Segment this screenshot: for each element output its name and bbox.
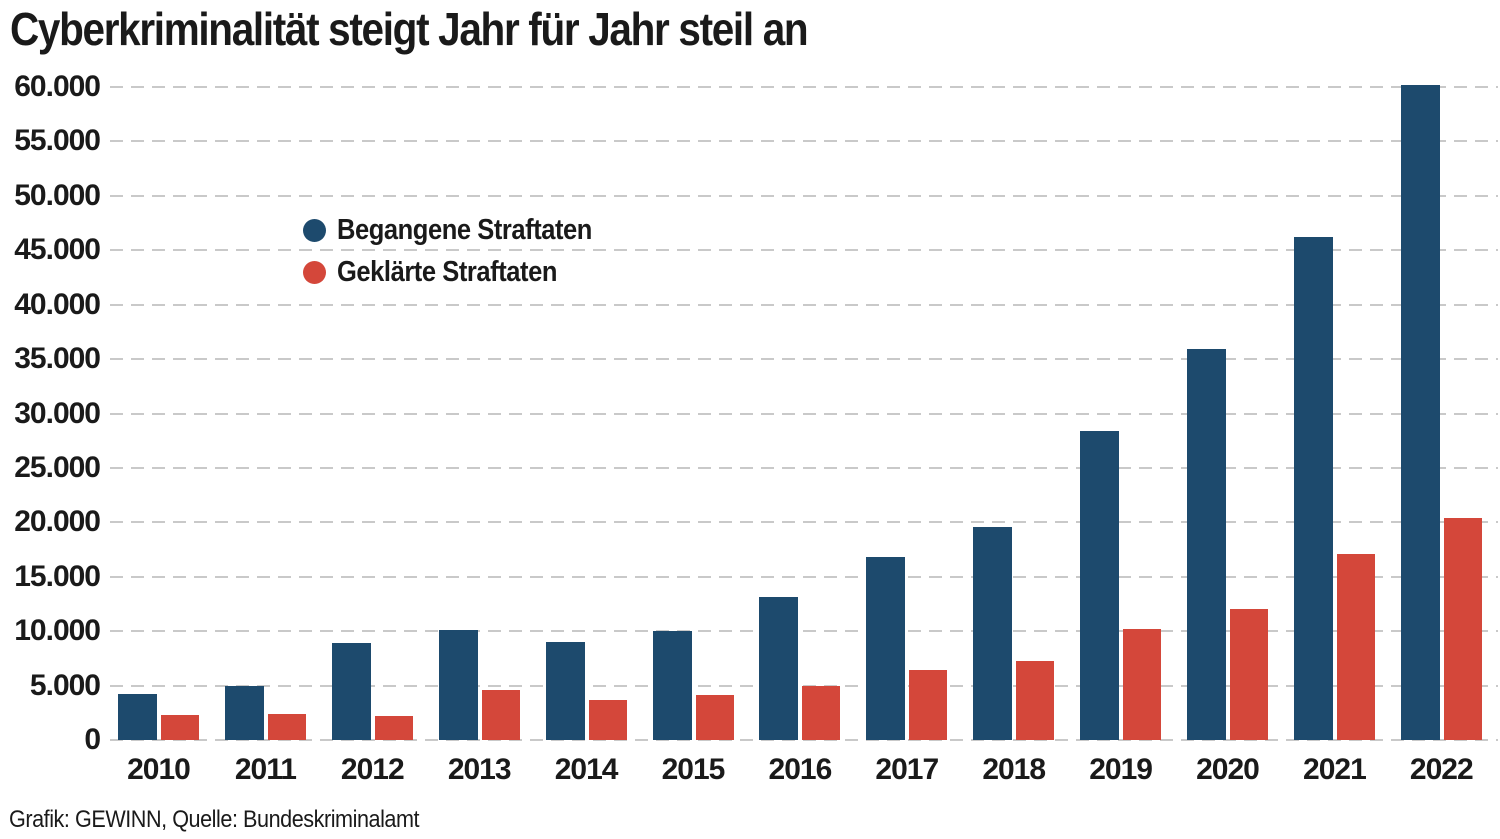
gridline-15.000 xyxy=(110,575,1498,578)
x-tick-label-2021: 2021 xyxy=(1303,753,1367,786)
y-tick-label-15.000: 15.000 xyxy=(14,559,101,593)
bar-begangene-2010 xyxy=(118,694,157,740)
x-tick-label-2012: 2012 xyxy=(340,753,405,786)
bar-geklaerte-2016 xyxy=(802,685,841,740)
legend-label-begangene: Begangene Straftaten xyxy=(337,213,592,246)
gridline-20.000 xyxy=(110,521,1498,524)
bar-geklaerte-2010 xyxy=(161,714,199,740)
legend-dot-begangene-icon xyxy=(303,218,326,242)
gridline-35.000 xyxy=(110,358,1498,361)
x-tick-label-2013: 2013 xyxy=(447,753,512,786)
gridline-10.000 xyxy=(110,630,1498,633)
bar-begangene-2011 xyxy=(224,686,264,740)
bar-geklaerte-2020 xyxy=(1230,609,1268,740)
gridline-30.000 xyxy=(110,412,1498,415)
bar-begangene-2019 xyxy=(1080,430,1120,740)
bar-begangene-2014 xyxy=(545,642,585,740)
plot-area xyxy=(110,84,1498,741)
x-tick-label-2014: 2014 xyxy=(554,753,619,786)
bar-geklaerte-2015 xyxy=(695,695,734,740)
bar-geklaerte-2013 xyxy=(481,690,520,740)
gridline-40.000 xyxy=(110,303,1498,306)
bar-geklaerte-2012 xyxy=(374,716,413,740)
bar-geklaerte-2017 xyxy=(909,670,948,740)
legend-label-geklaerte: Geklärte Straftaten xyxy=(337,255,557,288)
x-tick-label-2020: 2020 xyxy=(1196,753,1260,786)
bar-begangene-2018 xyxy=(973,526,1013,740)
y-tick-label-45.000: 45.000 xyxy=(14,233,101,267)
y-tick-label-35.000: 35.000 xyxy=(14,342,101,376)
y-tick-label-25.000: 25.000 xyxy=(14,450,101,484)
y-tick-label-50.000: 50.000 xyxy=(14,178,101,212)
bar-begangene-2013 xyxy=(438,630,478,740)
gridline-50.000 xyxy=(110,194,1498,197)
chart-title: Cyberkriminalität steigt Jahr für Jahr s… xyxy=(10,3,809,55)
bar-begangene-2021 xyxy=(1293,237,1333,740)
y-tick-label-40.000: 40.000 xyxy=(14,287,101,321)
bar-geklaerte-2011 xyxy=(267,713,306,740)
gridline-0 xyxy=(110,739,1498,741)
x-tick-label-2017: 2017 xyxy=(875,753,939,786)
y-tick-label-10.000: 10.000 xyxy=(14,614,101,648)
bar-begangene-2020 xyxy=(1187,349,1226,740)
x-tick-label-2019: 2019 xyxy=(1089,753,1153,786)
bar-geklaerte-2022 xyxy=(1443,517,1482,740)
bar-geklaerte-2021 xyxy=(1336,553,1375,740)
bar-begangene-2015 xyxy=(652,631,692,740)
x-tick-label-2010: 2010 xyxy=(127,753,191,786)
gridline-55.000 xyxy=(110,140,1498,143)
legend-item-begangene: Begangene Straftaten xyxy=(303,209,627,251)
y-tick-label-5.000: 5.000 xyxy=(29,668,101,702)
footer-credit: Grafik: GEWINN, Quelle: Bundeskriminalam… xyxy=(9,806,420,833)
y-tick-label-55.000: 55.000 xyxy=(14,124,101,158)
bar-geklaerte-2014 xyxy=(588,699,627,740)
gridline-25.000 xyxy=(110,466,1498,469)
legend-dot-geklaerte-icon xyxy=(303,260,326,284)
x-tick-label-2016: 2016 xyxy=(768,753,833,786)
bar-begangene-2017 xyxy=(866,557,906,740)
x-tick-label-2022: 2022 xyxy=(1409,753,1474,786)
gridline-45.000 xyxy=(110,249,1498,252)
x-tick-label-2015: 2015 xyxy=(661,753,726,786)
bar-begangene-2022 xyxy=(1400,84,1440,740)
x-tick-label-2018: 2018 xyxy=(982,753,1046,786)
y-tick-label-30.000: 30.000 xyxy=(14,396,101,430)
legend: Begangene Straftaten Geklärte Straftaten xyxy=(303,209,627,293)
bar-geklaerte-2018 xyxy=(1016,661,1055,740)
bar-geklaerte-2019 xyxy=(1123,629,1162,740)
legend-item-geklaerte: Geklärte Straftaten xyxy=(303,251,627,293)
gridline-5.000 xyxy=(110,684,1498,687)
x-tick-label-2011: 2011 xyxy=(234,753,297,786)
gridline-60.000 xyxy=(110,86,1498,88)
bar-begangene-2012 xyxy=(331,643,371,740)
bar-begangene-2016 xyxy=(759,597,799,740)
y-tick-label-60.000: 60.000 xyxy=(14,70,101,103)
y-tick-label-0: 0 xyxy=(84,723,101,756)
y-tick-label-20.000: 20.000 xyxy=(14,505,101,539)
